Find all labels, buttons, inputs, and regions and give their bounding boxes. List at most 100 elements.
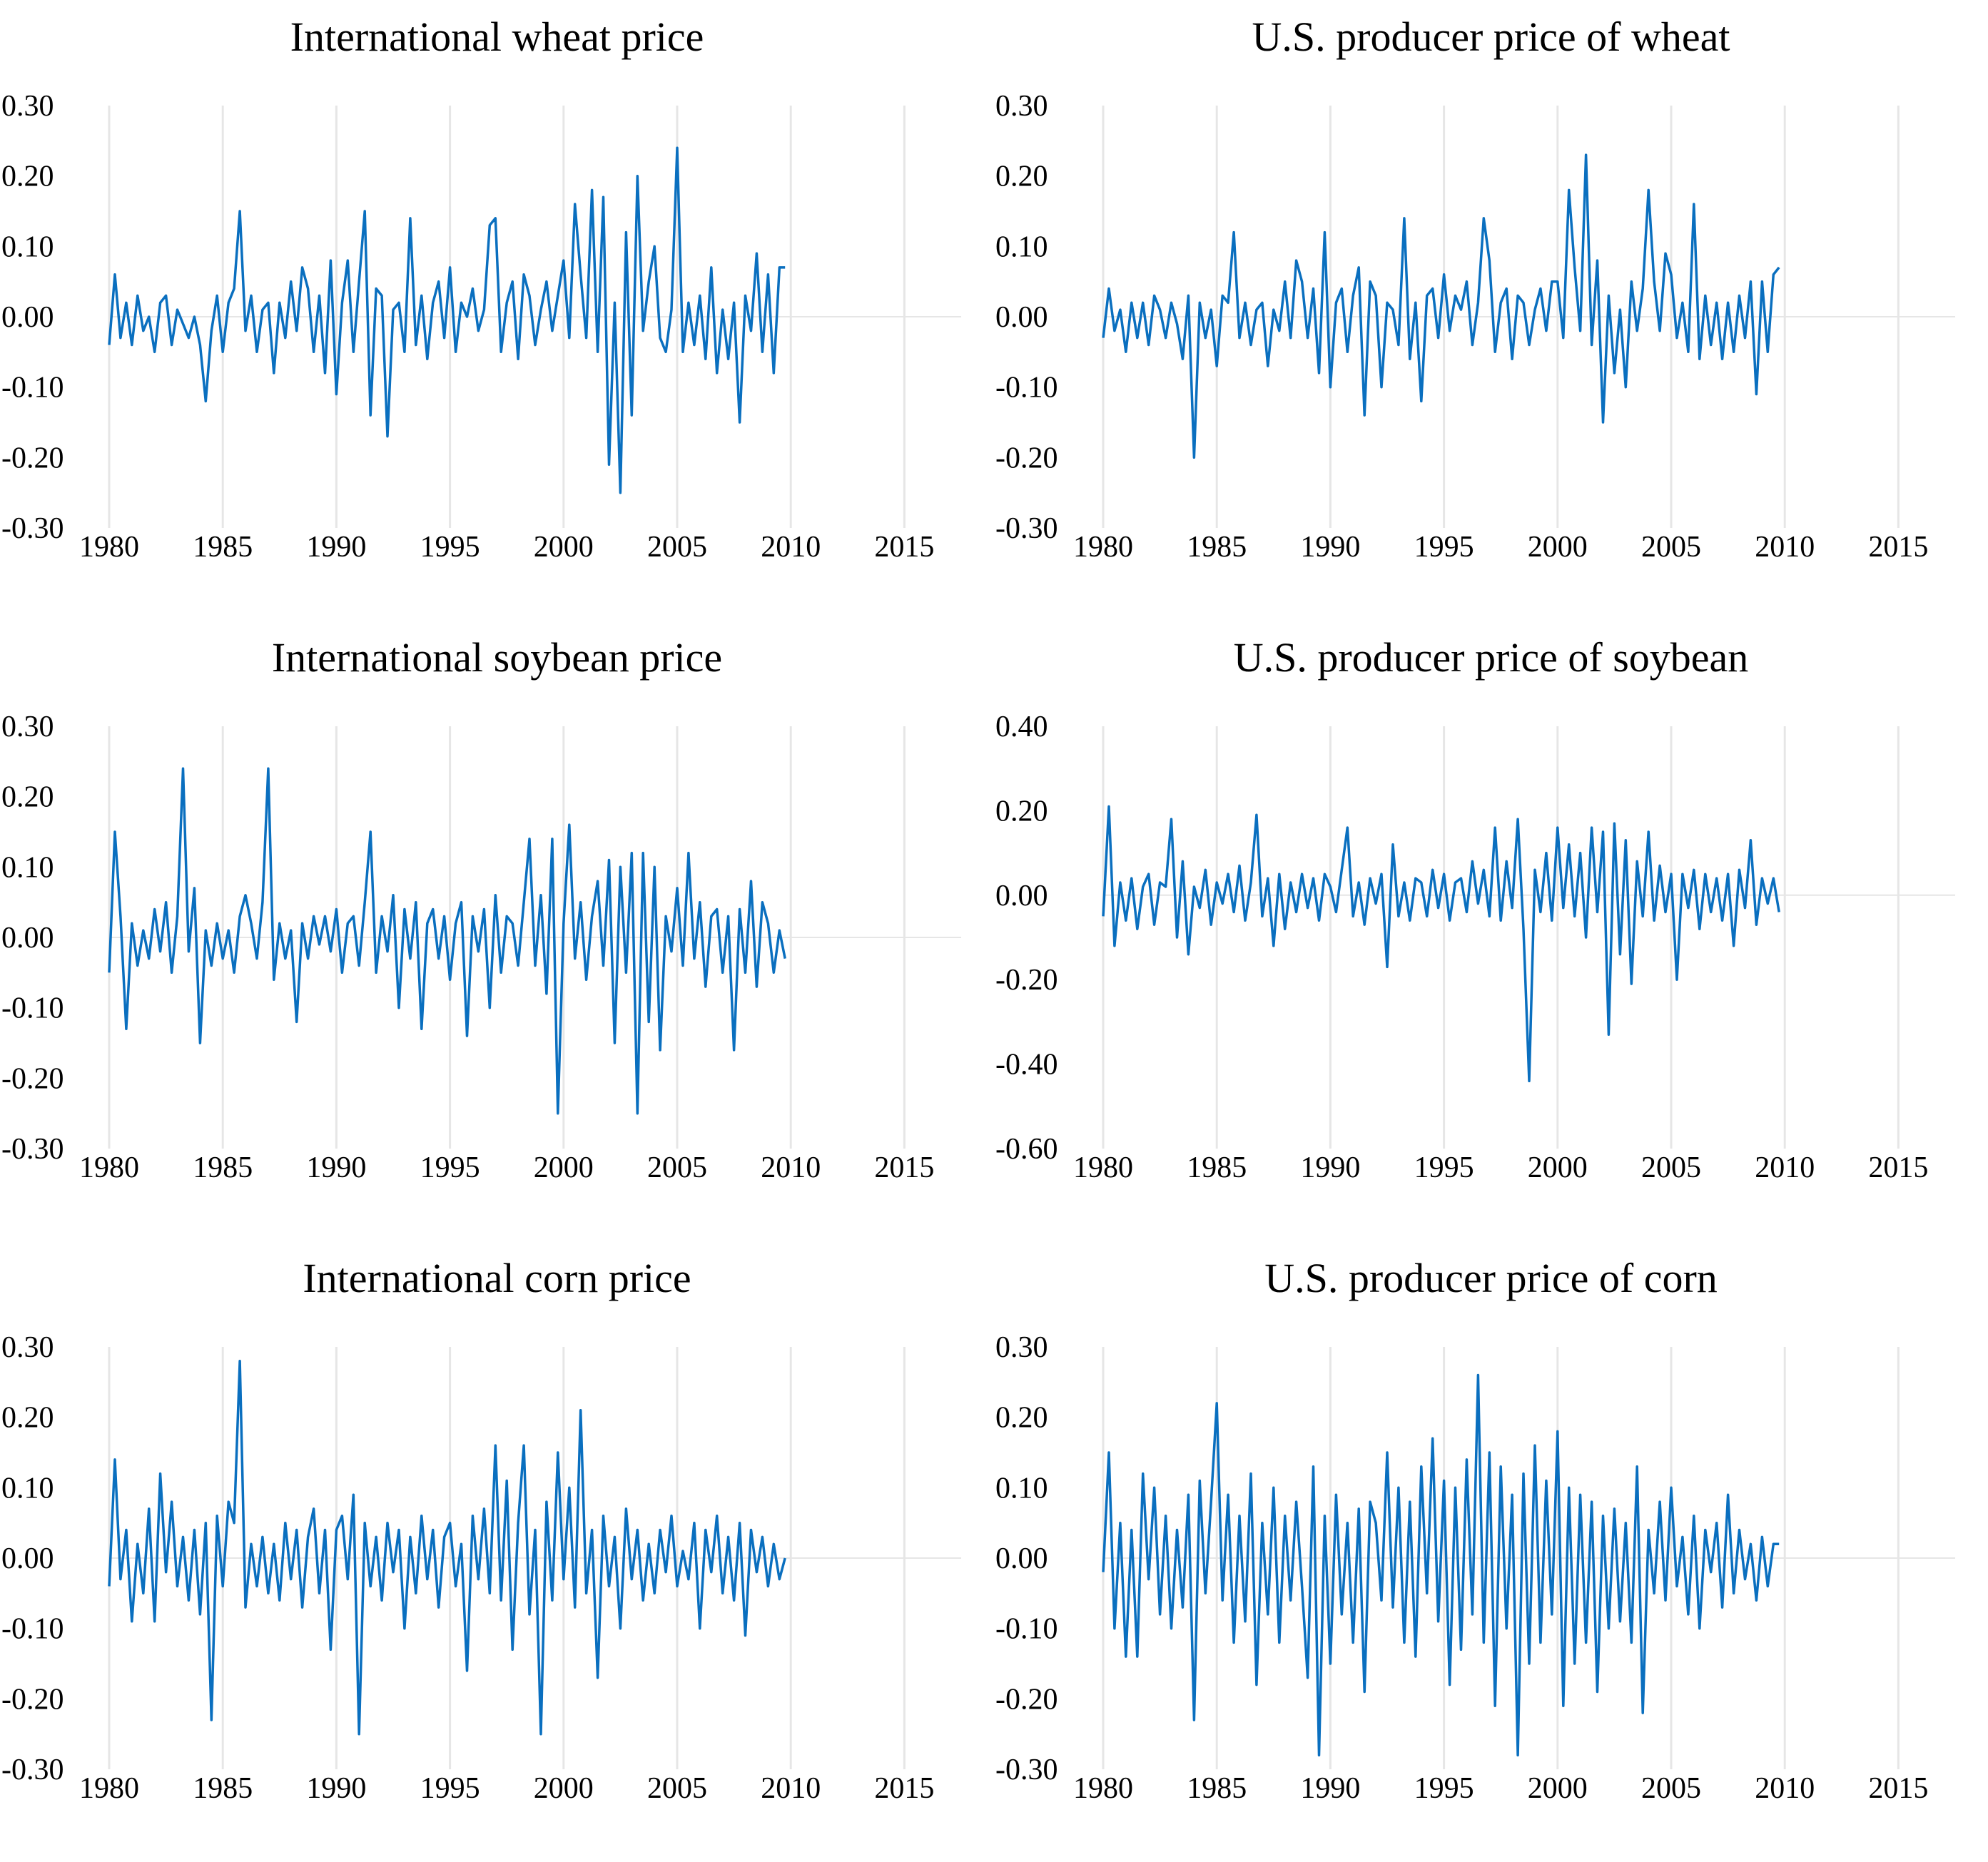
x-tick-label: 1995 — [1414, 1772, 1474, 1805]
x-tick-label: 1990 — [306, 1772, 366, 1805]
x-tick-label: 1985 — [1187, 1151, 1247, 1184]
y-tick-label: -0.30 — [1, 512, 64, 545]
x-tick-label: 2005 — [647, 531, 707, 564]
x-tick-label: 1990 — [1300, 1772, 1360, 1805]
x-tick-label: 1990 — [306, 531, 366, 564]
x-tick-label: 2010 — [761, 531, 821, 564]
x-tick-label: 2015 — [874, 1151, 934, 1184]
y-tick-label: -0.20 — [995, 1683, 1058, 1716]
chart-panel-us-wheat: U.S. producer price of wheat 1980 1985 199… — [994, 0, 1988, 621]
chart-panel-international-soybean: International soybean price 1980 1985 1990… — [0, 621, 994, 1241]
y-tick-label: -0.10 — [1, 992, 64, 1025]
chart-panel-us-soybean: U.S. producer price of soybean 1980 1985 1… — [994, 621, 1988, 1241]
x-tick-label: 1995 — [1414, 531, 1474, 564]
x-tick-label: 2015 — [1868, 531, 1928, 564]
y-tick-label: 0.20 — [1, 161, 54, 193]
x-tick-label: 1995 — [420, 1772, 480, 1805]
y-tick-label: 0.00 — [1, 1542, 54, 1575]
x-tick-label: 2005 — [1641, 1772, 1701, 1805]
y-tick-label: 0.10 — [995, 1472, 1048, 1505]
chart-title: U.S. producer price of wheat — [1252, 14, 1730, 60]
chart-plot: 1980 1985 1990 1995 2000 2005 2010 2015 0.30 0.20… — [1, 1331, 961, 1805]
y-tick-label: 0.10 — [995, 230, 1048, 263]
y-tick-label: -0.30 — [1, 1133, 64, 1166]
y-tick-label: -0.10 — [995, 1613, 1058, 1646]
series-line — [1102, 1373, 1780, 1757]
chart-title: International wheat price — [290, 14, 704, 60]
y-tick-label: -0.40 — [995, 1049, 1058, 1082]
y-tick-label: 0.20 — [1, 781, 54, 814]
series-line — [1102, 153, 1780, 459]
x-tick-label: 2000 — [1528, 531, 1588, 564]
chart-title: International soybean price — [271, 634, 723, 681]
y-tick-label: -0.20 — [1, 442, 64, 474]
y-tick-label: -0.20 — [1, 1683, 64, 1716]
series-line — [108, 767, 786, 1115]
x-tick-label: 1985 — [193, 1151, 253, 1184]
y-tick-label: 0.00 — [995, 1542, 1048, 1575]
x-tick-label: 2015 — [874, 1772, 934, 1805]
x-tick-label: 1980 — [79, 531, 139, 564]
y-tick-label: -0.30 — [995, 512, 1058, 545]
chart-panel-us-corn: U.S. producer price of corn 1980 1985 1990… — [994, 1241, 1988, 1862]
x-tick-label: 1980 — [79, 1772, 139, 1805]
x-tick-label: 1980 — [1073, 531, 1133, 564]
x-tick-label: 2010 — [1755, 1772, 1815, 1805]
x-tick-label: 1990 — [306, 1151, 366, 1184]
x-tick-label: 2000 — [534, 1151, 594, 1184]
x-tick-label: 2000 — [1528, 1151, 1588, 1184]
series-line — [108, 146, 786, 494]
y-tick-label: 0.20 — [995, 161, 1048, 193]
y-tick-label: 0.30 — [1, 711, 54, 743]
x-tick-label: 2010 — [1755, 531, 1815, 564]
chart-title: International corn price — [303, 1255, 691, 1301]
y-tick-label: 0.10 — [1, 230, 54, 263]
y-tick-label: -0.10 — [1, 372, 64, 405]
y-tick-label: -0.10 — [1, 1613, 64, 1646]
y-tick-label: 0.20 — [995, 1402, 1048, 1435]
chart-plot: 1980 1985 1990 1995 2000 2005 2010 2015 0.30 0.20… — [1, 90, 961, 564]
series-line — [1102, 805, 1780, 1083]
y-tick-label: 0.10 — [1, 851, 54, 884]
chart-panel-international-wheat: International wheat price 1980 1985 1990 19… — [0, 0, 994, 621]
x-tick-label: 1985 — [193, 531, 253, 564]
y-tick-label: 0.00 — [995, 301, 1048, 334]
y-tick-label: 0.00 — [1, 301, 54, 334]
chart-plot: 1980 1985 1990 1995 2000 2005 2010 2015 0.40 0.20… — [995, 711, 1955, 1184]
x-tick-label: 2010 — [761, 1772, 821, 1805]
x-tick-label: 2005 — [647, 1151, 707, 1184]
x-tick-label: 1980 — [1073, 1151, 1133, 1184]
y-tick-label: 0.00 — [995, 880, 1048, 912]
x-tick-label: 2015 — [1868, 1151, 1928, 1184]
chart-plot: 1980 1985 1990 1995 2000 2005 2010 2015 0.30 0.20… — [1, 711, 961, 1184]
x-tick-label: 1985 — [1187, 531, 1247, 564]
x-tick-label: 1985 — [193, 1772, 253, 1805]
y-tick-label: 0.40 — [995, 711, 1048, 743]
y-tick-label: -0.20 — [995, 964, 1058, 997]
y-tick-label: 0.20 — [1, 1402, 54, 1435]
x-tick-label: 2010 — [1755, 1151, 1815, 1184]
x-tick-label: 2005 — [647, 1772, 707, 1805]
x-tick-label: 2005 — [1641, 531, 1701, 564]
x-tick-label: 1990 — [1300, 1151, 1360, 1184]
y-tick-label: -0.30 — [1, 1754, 64, 1786]
x-tick-label: 2010 — [761, 1151, 821, 1184]
y-tick-label: -0.10 — [995, 372, 1058, 405]
y-tick-label: -0.60 — [995, 1133, 1058, 1166]
chart-panel-international-corn: International corn price 1980 1985 1990 199… — [0, 1241, 994, 1862]
y-tick-label: -0.20 — [1, 1062, 64, 1095]
x-tick-label: 1995 — [1414, 1151, 1474, 1184]
y-tick-label: 0.00 — [1, 922, 54, 955]
x-tick-label: 1985 — [1187, 1772, 1247, 1805]
x-tick-label: 1980 — [79, 1151, 139, 1184]
y-tick-label: 0.30 — [995, 1331, 1048, 1364]
x-tick-label: 2015 — [1868, 1772, 1928, 1805]
x-tick-label: 2000 — [534, 1772, 594, 1805]
y-tick-label: 0.10 — [1, 1472, 54, 1505]
y-tick-label: -0.20 — [995, 442, 1058, 474]
x-tick-label: 1990 — [1300, 531, 1360, 564]
x-tick-label: 1995 — [420, 531, 480, 564]
x-tick-label: 2000 — [1528, 1772, 1588, 1805]
chart-title: U.S. producer price of soybean — [1233, 634, 1749, 681]
